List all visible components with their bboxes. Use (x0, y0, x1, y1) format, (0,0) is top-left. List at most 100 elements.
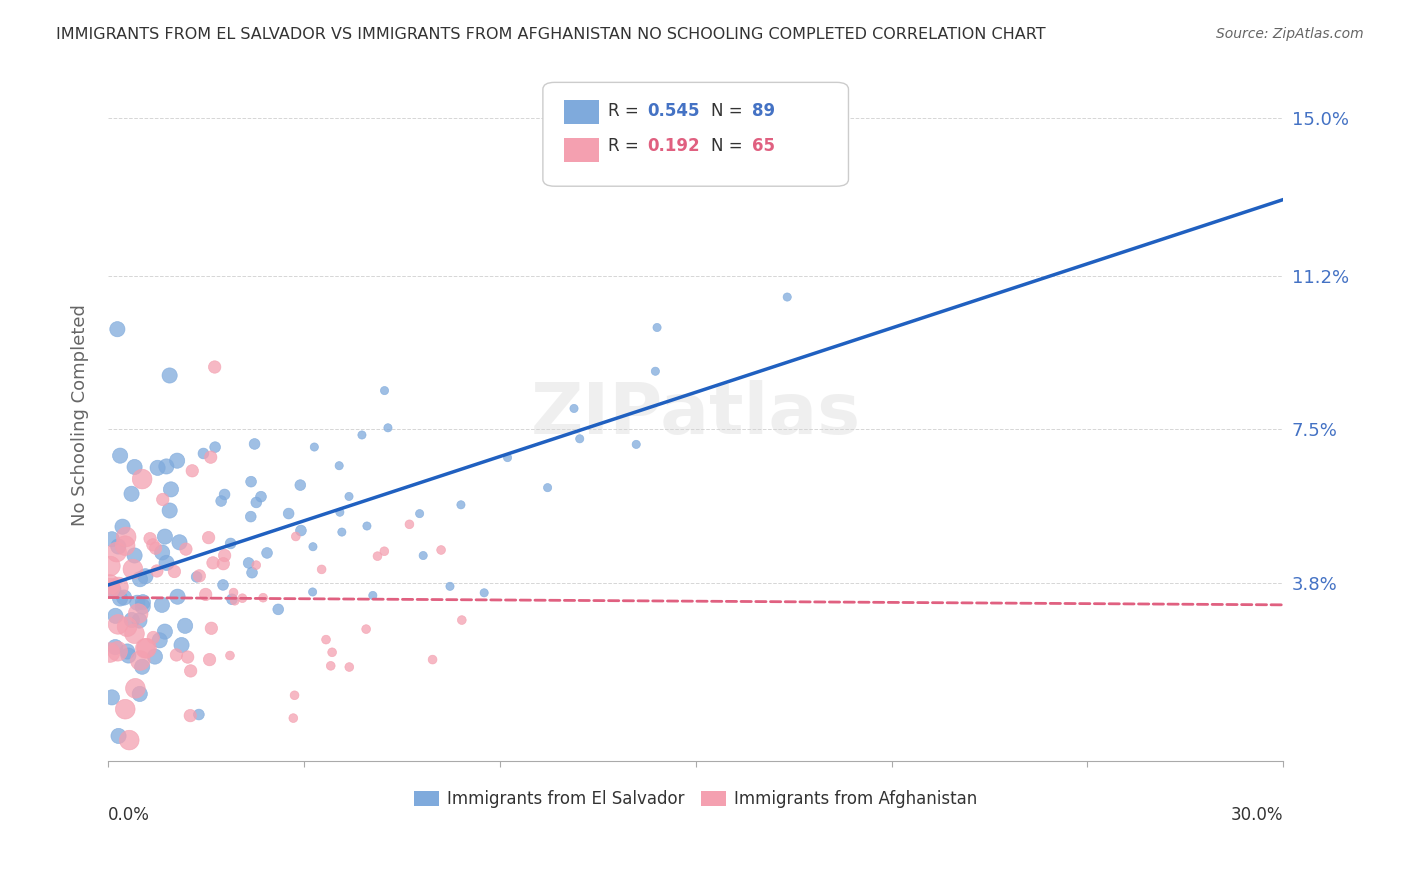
Point (277, 507, 299, 521)
Point (131, 599, 153, 614)
Point (212, 557, 235, 571)
Point (238, 556, 260, 570)
Point (328, 458, 350, 473)
Point (121, 613, 143, 627)
Point (219, 536, 242, 550)
Point (366, 549, 388, 563)
Point (132, 595, 155, 609)
Point (179, 708, 201, 723)
Point (159, 503, 181, 517)
Point (219, 648, 242, 663)
Point (450, 613, 472, 627)
Y-axis label: No Schooling Completed: No Schooling Completed (72, 304, 89, 525)
Point (408, 507, 430, 521)
Point (224, 594, 246, 608)
Point (142, 631, 165, 645)
Point (267, 602, 290, 616)
Point (121, 562, 143, 576)
Point (127, 607, 149, 621)
Point (304, 440, 326, 454)
Point (186, 570, 208, 584)
Point (562, 401, 585, 416)
Point (439, 579, 461, 593)
Text: 65: 65 (752, 137, 775, 155)
Point (111, 519, 134, 533)
Point (100, 559, 122, 574)
Point (231, 591, 253, 606)
Point (176, 650, 198, 665)
FancyBboxPatch shape (564, 137, 599, 162)
Point (117, 648, 139, 663)
Text: N =: N = (711, 137, 748, 155)
Point (361, 589, 384, 603)
Point (127, 596, 149, 610)
Point (626, 437, 648, 451)
Text: 0.0%: 0.0% (108, 805, 150, 824)
Point (330, 524, 353, 539)
Point (134, 641, 156, 656)
Point (252, 591, 274, 605)
Point (104, 608, 127, 623)
Point (165, 648, 187, 662)
Point (131, 472, 153, 486)
Point (128, 614, 150, 628)
Text: 89: 89 (752, 103, 775, 120)
Point (146, 460, 169, 475)
Point (108, 591, 131, 606)
Point (250, 490, 273, 504)
Point (243, 437, 266, 451)
Point (356, 519, 378, 533)
Point (108, 449, 131, 463)
Text: 30.0%: 30.0% (1230, 805, 1284, 824)
Point (166, 453, 188, 467)
Point (98, 581, 121, 595)
Point (107, 729, 129, 743)
Point (645, 320, 668, 334)
Point (319, 658, 342, 673)
Point (166, 590, 188, 604)
Point (245, 495, 267, 509)
Point (240, 566, 263, 580)
Point (107, 644, 129, 658)
Point (373, 384, 395, 398)
Point (256, 546, 278, 560)
Text: 0.192: 0.192 (648, 137, 700, 155)
Point (124, 549, 146, 563)
FancyBboxPatch shape (564, 100, 599, 124)
Point (153, 624, 176, 639)
Point (200, 621, 222, 635)
Point (105, 545, 128, 559)
Point (302, 540, 325, 554)
Point (412, 549, 434, 563)
Point (398, 517, 420, 532)
Text: 0.545: 0.545 (648, 103, 700, 120)
Text: R =: R = (607, 137, 644, 155)
Point (430, 543, 453, 558)
Point (496, 450, 519, 465)
Point (135, 641, 157, 656)
Point (115, 620, 138, 634)
Point (155, 556, 177, 570)
Point (124, 460, 146, 475)
Text: R =: R = (607, 103, 644, 120)
Point (142, 538, 165, 552)
Point (98, 646, 121, 660)
Text: IMMIGRANTS FROM EL SALVADOR VS IMMIGRANTS FROM AFGHANISTAN NO SCHOOLING COMPLETE: IMMIGRANTS FROM EL SALVADOR VS IMMIGRANT… (56, 27, 1046, 42)
Point (377, 421, 399, 435)
Legend: Immigrants from El Salvador, Immigrants from Afghanistan: Immigrants from El Salvador, Immigrants … (406, 783, 984, 814)
Point (472, 586, 495, 600)
Point (160, 483, 183, 497)
Point (197, 531, 219, 545)
Point (181, 464, 204, 478)
Point (204, 359, 226, 374)
Point (337, 660, 360, 674)
Point (124, 681, 146, 696)
Point (214, 549, 236, 563)
Point (422, 652, 444, 666)
Point (139, 532, 162, 546)
Point (117, 644, 139, 658)
Point (329, 505, 352, 519)
Point (373, 544, 395, 558)
Point (354, 622, 377, 636)
Point (105, 322, 128, 336)
